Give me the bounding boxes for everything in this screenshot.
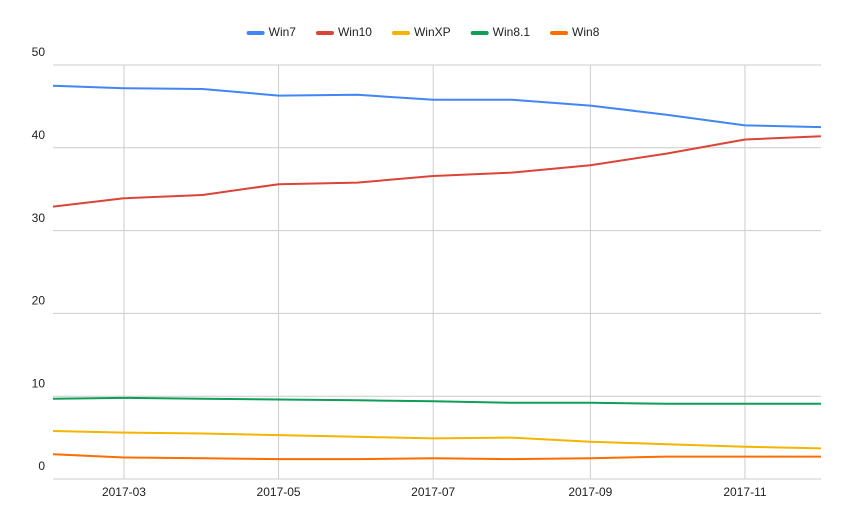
series-line	[52, 453, 821, 461]
y-tick-label: 0	[38, 459, 45, 473]
x-tick-label: 2017-11	[723, 485, 766, 499]
y-tick-label: 40	[32, 128, 46, 142]
series-line	[52, 84, 822, 129]
y-tick-label: 30	[32, 211, 46, 225]
series-line	[52, 135, 822, 208]
legend-label: WinXP	[414, 25, 451, 39]
legend-label: Win8.1	[493, 25, 531, 39]
x-tick-label: 2017-07	[411, 485, 455, 499]
series-line	[52, 430, 822, 450]
y-tick-label: 20	[32, 294, 46, 308]
legend: Win7 Win10 WinXP Win8.1 Win8	[246, 25, 600, 39]
x-tick-label: 2017-09	[568, 485, 612, 499]
y-tick-label: 10	[32, 376, 46, 390]
legend-label: Win7	[269, 25, 297, 39]
x-tick-label: 2017-03	[102, 485, 146, 499]
x-tick-label: 2017-05	[257, 485, 301, 499]
legend-label: Win8	[572, 25, 600, 39]
y-tick-label: 50	[32, 45, 46, 59]
legend-label: Win10	[338, 25, 372, 39]
series-line	[52, 396, 821, 405]
